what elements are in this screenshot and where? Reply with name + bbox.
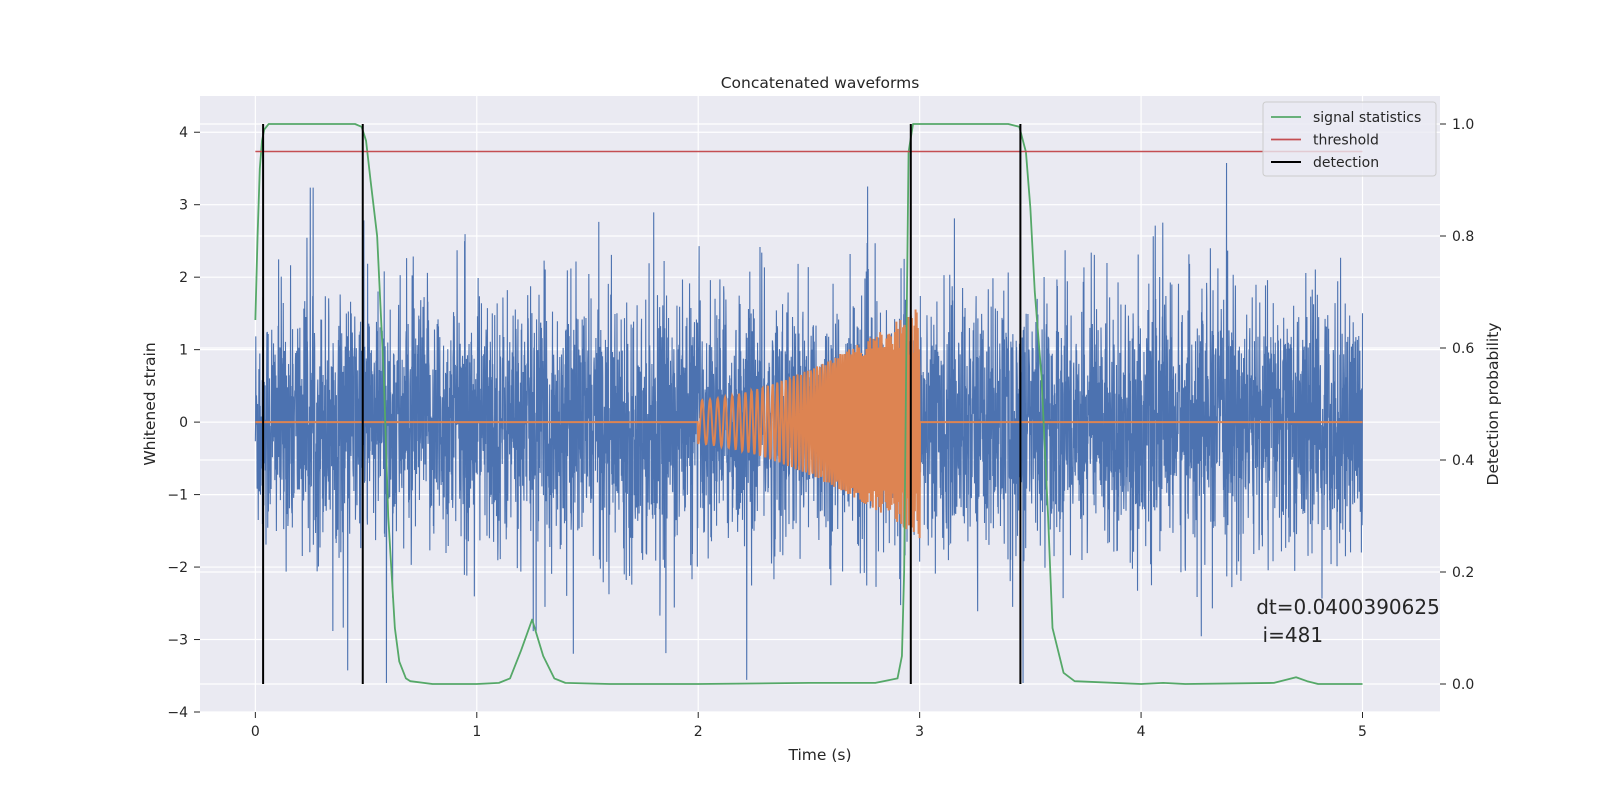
y2-tick-label: 0.8 (1452, 229, 1474, 245)
detection-lines (262, 124, 1022, 684)
legend-box (1262, 101, 1437, 177)
y2-tick-label: 0.0 (1452, 677, 1474, 693)
y2-tick-label: 0.6 (1452, 341, 1474, 357)
signal-statistics-line (254, 123, 1363, 685)
legend: signal statistics threshold detection (1262, 101, 1437, 177)
y2-tick-label: 0.4 (1452, 453, 1474, 469)
y-tick-label: 4 (179, 125, 188, 141)
y-tick-label: 0 (179, 415, 188, 431)
waveform-series (255, 309, 1363, 539)
x-tick-label: 5 (1358, 724, 1367, 740)
y-tick-label: −2 (167, 560, 188, 576)
tick-labels: 0 1 2 3 4 5 −4 −3 −2 −1 0 1 2 3 4 0.0 0.2 0.4 0.6 0.8 1.0 (167, 117, 1474, 740)
chart-title: Concatenated waveforms (721, 74, 920, 92)
y-axis-label: Whitened strain (141, 342, 159, 465)
x-tick-label: 2 (694, 724, 703, 740)
y-tick-label: −4 (167, 705, 188, 721)
y-tick-label: 2 (179, 270, 188, 286)
y-tick-label: −1 (167, 488, 188, 504)
legend-entry: detection (1313, 155, 1379, 171)
waveform-line (255, 309, 1363, 539)
y2-axis-label: Detection probability (1484, 323, 1502, 486)
x-tick-label: 0 (251, 724, 260, 740)
annotation-line-2: i=481 (1256, 623, 1323, 647)
y2-tick-label: 1.0 (1452, 117, 1474, 133)
legend-entry: threshold (1313, 133, 1379, 149)
y-tick-label: 3 (179, 198, 188, 214)
y-tick-label: −3 (167, 633, 188, 649)
signal-statistics-series (254, 123, 1363, 685)
annotation-line-1: dt=0.0400390625 (1256, 595, 1440, 619)
annotation: dt=0.0400390625 i=481 (1256, 595, 1440, 647)
y2-tick-label: 0.2 (1452, 565, 1474, 581)
y-tick-label: 1 (179, 343, 188, 359)
x-tick-label: 4 (1137, 724, 1146, 740)
x-axis-label: Time (s) (787, 746, 851, 764)
x-tick-label: 1 (472, 724, 481, 740)
legend-entry: signal statistics (1313, 110, 1421, 126)
x-tick-label: 3 (915, 724, 924, 740)
